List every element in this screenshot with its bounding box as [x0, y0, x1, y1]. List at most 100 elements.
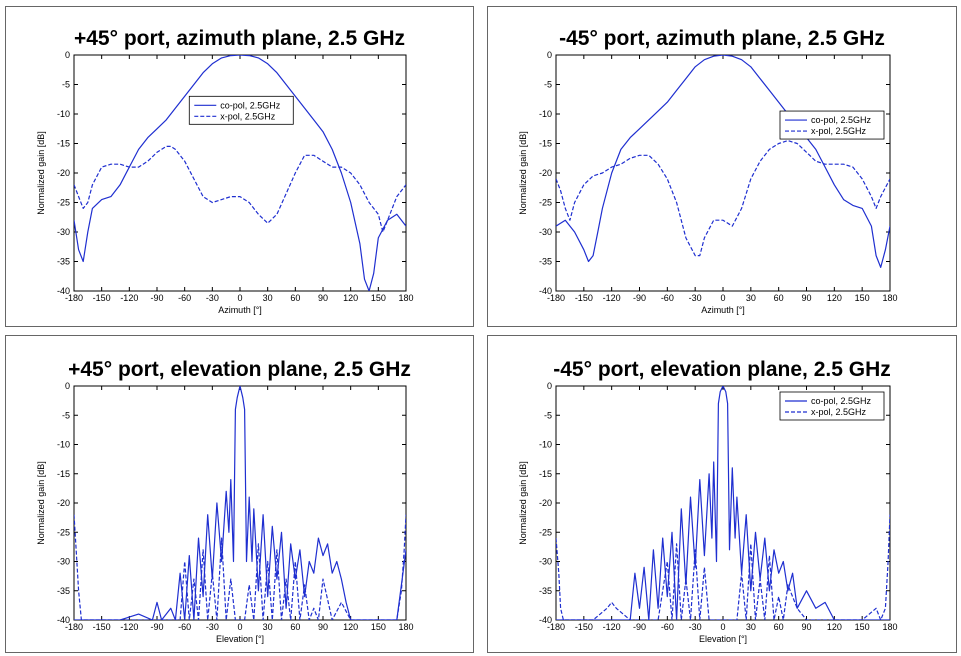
c1-x-axis-label: Azimuth [°]	[218, 305, 262, 315]
c2-legend-entry: x-pol, 2.5GHz	[811, 126, 867, 136]
c2-x-tick-label: -60	[661, 293, 674, 303]
c4-x-tick-label: 0	[720, 622, 725, 632]
c1-legend-box	[188, 95, 294, 125]
c4-title: -45° port, elevation plane, 2.5 GHz	[553, 358, 891, 381]
chart-panel-3: +45° port, elevation plane, 2.5 GHz -180-…	[5, 335, 474, 653]
c4-y-tick-label: -15	[539, 469, 552, 479]
c4-series-x-pol-line	[556, 514, 890, 620]
c4-x-tick-label: -180	[547, 622, 565, 632]
c1-y-tick-label: -30	[57, 227, 70, 237]
c3-x-axis-label: Elevation [°]	[216, 634, 264, 644]
c2-x-axis-label: Azimuth [°]	[701, 305, 745, 315]
c4-y-axis-label: Normalized gain [dB]	[518, 461, 528, 545]
c4-y-tick-label: -10	[539, 440, 552, 450]
c2-x-tick-label: -180	[547, 293, 565, 303]
chart-3: +45° port, elevation plane, 2.5 GHz-180-…	[36, 358, 414, 644]
chart-panel-4: -45° port, elevation plane, 2.5 GHz -180-…	[487, 335, 957, 653]
c3-x-tick-label: -60	[178, 622, 191, 632]
c2-x-tick-label: 0	[720, 293, 725, 303]
c1-y-tick-label: -35	[57, 257, 70, 267]
c4-x-tick-label: -30	[689, 622, 702, 632]
c2-y-axis-label: Normalized gain [dB]	[518, 131, 528, 215]
c1-title: +45° port, azimuth plane, 2.5 GHz	[74, 27, 405, 50]
c1-series-x-pol-line	[74, 145, 406, 233]
c2-y-tick-label: -15	[539, 139, 552, 149]
c3-y-tick-label: -20	[57, 498, 70, 508]
c2-x-tick-label: 180	[882, 293, 897, 303]
c4-y-tick-label: -40	[539, 615, 552, 625]
c3-x-tick-label: -120	[120, 622, 138, 632]
c3-x-tick-label: 30	[263, 622, 273, 632]
c3-y-tick-label: -35	[57, 586, 70, 596]
c1-series-co-pol-line	[74, 55, 406, 291]
c1-x-tick-label: -120	[120, 293, 138, 303]
c1-x-tick-label: 90	[318, 293, 328, 303]
c3-y-tick-label: -5	[62, 410, 70, 420]
c1-x-tick-label: -150	[93, 293, 111, 303]
c2-x-tick-label: 30	[746, 293, 756, 303]
c2-y-tick-label: -35	[539, 257, 552, 267]
c4-x-tick-label: 60	[774, 622, 784, 632]
c1-x-tick-label: -90	[150, 293, 163, 303]
c1-x-tick-label: 150	[371, 293, 386, 303]
c3-y-tick-label: 0	[65, 381, 70, 391]
c4-x-tick-label: 120	[827, 622, 842, 632]
c1-x-tick-label: 0	[237, 293, 242, 303]
c4-y-tick-label: -20	[539, 498, 552, 508]
c1-y-tick-label: 0	[65, 50, 70, 60]
c1-x-tick-label: 180	[398, 293, 413, 303]
c1-y-tick-label: -40	[57, 286, 70, 296]
c1-x-tick-label: 60	[290, 293, 300, 303]
c3-x-tick-label: 120	[343, 622, 358, 632]
c1-legend-entry: co-pol, 2.5GHz	[220, 100, 281, 110]
c2-plot-area	[555, 54, 891, 292]
c2-x-tick-label: 60	[774, 293, 784, 303]
c1-y-tick-label: -20	[57, 168, 70, 178]
c4-x-tick-label: -150	[575, 622, 593, 632]
c3-title: +45° port, elevation plane, 2.5 GHz	[68, 358, 411, 381]
c3-x-tick-label: -90	[150, 622, 163, 632]
c4-y-tick-label: 0	[547, 381, 552, 391]
c4-legend-entry: x-pol, 2.5GHz	[811, 407, 867, 417]
c4-y-tick-label: -35	[539, 586, 552, 596]
c2-y-tick-label: -10	[539, 109, 552, 119]
c2-y-tick-label: 0	[547, 50, 552, 60]
c2-y-tick-label: -25	[539, 198, 552, 208]
c2-x-tick-label: -120	[603, 293, 621, 303]
c2-legend-entry: co-pol, 2.5GHz	[811, 115, 872, 125]
c2-legend-box	[779, 110, 885, 140]
c4-x-tick-label: 90	[801, 622, 811, 632]
c4-x-tick-label: -120	[603, 622, 621, 632]
c3-y-tick-label: -10	[57, 440, 70, 450]
c3-x-tick-label: -150	[93, 622, 111, 632]
c4-y-tick-label: -25	[539, 527, 552, 537]
c3-y-tick-label: -40	[57, 615, 70, 625]
chart-panel-1: +45° port, azimuth plane, 2.5 GHz -180 -15…	[5, 6, 474, 327]
c3-x-tick-label: 60	[290, 622, 300, 632]
c1-x-tick-label: 120	[343, 293, 358, 303]
c3-x-tick-label: 90	[318, 622, 328, 632]
c4-plot-area	[555, 385, 891, 621]
c1-y-tick-label: -5	[62, 80, 70, 90]
c4-y-tick-label: -30	[539, 557, 552, 567]
c2-series-x-pol-line	[556, 140, 890, 257]
c4-x-tick-label: 150	[855, 622, 870, 632]
c2-x-tick-label: -150	[575, 293, 593, 303]
c2-y-tick-label: -20	[539, 168, 552, 178]
c2-x-tick-label: 150	[855, 293, 870, 303]
c1-plot-area	[73, 54, 407, 292]
c1-y-tick-label: -15	[57, 139, 70, 149]
c3-plot-area	[73, 385, 407, 621]
c4-x-tick-label: -60	[661, 622, 674, 632]
c2-x-tick-label: 90	[801, 293, 811, 303]
c4-legend-box	[779, 391, 885, 421]
c2-x-tick-label: -30	[689, 293, 702, 303]
c3-x-tick-label: 180	[398, 622, 413, 632]
c2-y-tick-label: -5	[544, 80, 552, 90]
c3-x-tick-label: 150	[371, 622, 386, 632]
c4-y-tick-label: -5	[544, 410, 552, 420]
c3-x-tick-label: -180	[65, 622, 83, 632]
c1-x-tick-label: -60	[178, 293, 191, 303]
